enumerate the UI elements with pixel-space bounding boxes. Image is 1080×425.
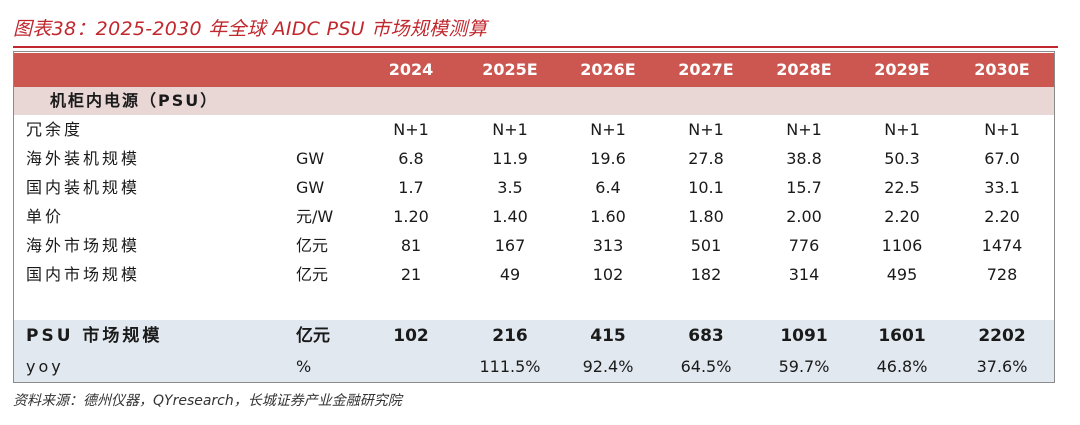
- table-row: 海外市场规模 亿元 81 167 313 501 776 1106 1474: [14, 231, 1054, 260]
- table-cell: 59.7%: [778, 357, 830, 376]
- summary-band: [14, 320, 1054, 382]
- table-cell: 1.80: [688, 207, 724, 226]
- table-row: yoy% 111.5% 92.4% 64.5% 59.7% 46.8% 37.6%: [14, 352, 1054, 381]
- table-cell: 313: [592, 236, 624, 255]
- table-cell: 1601: [878, 326, 926, 346]
- table-cell: 216: [492, 326, 528, 346]
- table-cell: 495: [886, 265, 918, 284]
- row-label: 海外市场规模: [26, 236, 141, 255]
- row-label: PSU 市场规模: [26, 326, 163, 346]
- row-unit: GW: [296, 149, 325, 168]
- table-cell: 6.4: [595, 178, 621, 197]
- header-cell: 2026E: [580, 60, 636, 79]
- table-cell: N+1: [984, 120, 1020, 139]
- table-cell: 2.00: [786, 207, 822, 226]
- table-cell: 92.4%: [582, 357, 634, 376]
- header-cell: 2028E: [776, 60, 832, 79]
- header-cell: 2025E: [482, 60, 538, 79]
- table-cell: 2.20: [984, 207, 1020, 226]
- table-cell: 102: [393, 326, 429, 346]
- table-cell: 167: [494, 236, 526, 255]
- row-unit: 亿元: [296, 265, 329, 284]
- row-label: 海外装机规模: [26, 149, 141, 168]
- table-header-row: 2024 2025E 2026E 2027E 2028E 2029E 2030E: [14, 53, 1054, 87]
- table-row: 单价 元/W 1.20 1.40 1.60 1.80 2.00 2.20 2.20: [14, 202, 1054, 231]
- table-cell: N+1: [884, 120, 920, 139]
- table-cell: 776: [788, 236, 820, 255]
- table-cell: 182: [690, 265, 722, 284]
- table-row: 冗余度 N+1 N+1 N+1 N+1 N+1 N+1 N+1: [14, 115, 1054, 144]
- table-cell: 81: [400, 236, 422, 255]
- table-cell: 1.20: [393, 207, 429, 226]
- title-divider: [13, 46, 1058, 48]
- table-cell: 111.5%: [479, 357, 541, 376]
- row-unit: GW: [296, 178, 325, 197]
- table-cell: 38.8: [786, 149, 822, 168]
- figure-title: 图表38：2025-2030 年全球 AIDC PSU 市场规模测算: [13, 18, 488, 40]
- table-cell: 102: [592, 265, 624, 284]
- table-cell: 415: [590, 326, 626, 346]
- table-cell: N+1: [688, 120, 724, 139]
- table-cell: 1106: [881, 236, 923, 255]
- header-cell: 2030E: [974, 60, 1030, 79]
- row-unit: 亿元: [296, 326, 330, 346]
- table-cell: N+1: [590, 120, 626, 139]
- table-cell: 1.60: [590, 207, 626, 226]
- row-label: 国内装机规模: [26, 178, 141, 197]
- section-row: 机柜内电源（PSU）: [14, 87, 1054, 115]
- table-cell: 6.8: [398, 149, 424, 168]
- table-cell: N+1: [786, 120, 822, 139]
- table-cell: 33.1: [984, 178, 1020, 197]
- table-cell: 37.6%: [976, 357, 1028, 376]
- table-cell: 3.5: [497, 178, 523, 197]
- source-note: 资料来源：德州仪器，QYresearch，长城证券产业金融研究院: [13, 393, 402, 409]
- table-cell: 683: [688, 326, 724, 346]
- table-cell: [363, 352, 459, 381]
- row-unit: 元/W: [296, 207, 334, 226]
- table-row: 国内市场规模 亿元 21 49 102 182 314 495 728: [14, 260, 1054, 289]
- table-row: 海外装机规模 GW 6.8 11.9 19.6 27.8 38.8 50.3 67.0: [14, 144, 1054, 173]
- table-frame: [13, 51, 1055, 383]
- table-row: PSU 市场规模 亿元 102 216 415 683 1091 1601 2202: [14, 322, 1054, 351]
- table-cell: 67.0: [984, 149, 1020, 168]
- table-cell: 728: [986, 265, 1018, 284]
- table-cell: 27.8: [688, 149, 724, 168]
- row-unit: [296, 115, 346, 144]
- row-unit: %: [296, 357, 312, 376]
- table-cell: 22.5: [884, 178, 920, 197]
- table-cell: 21: [400, 265, 422, 284]
- table-row: 国内装机规模 GW 1.7 3.5 6.4 10.1 15.7 22.5 33.1: [14, 173, 1054, 202]
- table-cell: 11.9: [492, 149, 528, 168]
- table-cell: 1091: [780, 326, 828, 346]
- row-label: 冗余度: [26, 120, 84, 139]
- table-cell: N+1: [393, 120, 429, 139]
- row-unit: 亿元: [296, 236, 329, 255]
- section-label: 机柜内电源（PSU）: [50, 91, 219, 110]
- table-cell: 46.8%: [876, 357, 928, 376]
- table-cell: 10.1: [688, 178, 724, 197]
- row-label: 单价: [26, 207, 65, 226]
- table-cell: 64.5%: [680, 357, 732, 376]
- table-cell: 1474: [981, 236, 1023, 255]
- table-cell: 314: [788, 265, 820, 284]
- table-cell: 15.7: [786, 178, 822, 197]
- row-label: 国内市场规模: [26, 265, 141, 284]
- header-cell: 2024: [388, 60, 434, 79]
- row-label: yoy: [26, 357, 64, 376]
- table-cell: 2.20: [884, 207, 920, 226]
- table-cell: 1.40: [492, 207, 528, 226]
- table-cell: 19.6: [590, 149, 626, 168]
- header-cell: 2027E: [678, 60, 734, 79]
- header-cell: 2029E: [874, 60, 930, 79]
- table-cell: 49: [499, 265, 521, 284]
- table-cell: 2202: [978, 326, 1026, 346]
- table-cell: 50.3: [884, 149, 920, 168]
- table-cell: 1.7: [398, 178, 424, 197]
- table-cell: N+1: [492, 120, 528, 139]
- table-cell: 501: [690, 236, 722, 255]
